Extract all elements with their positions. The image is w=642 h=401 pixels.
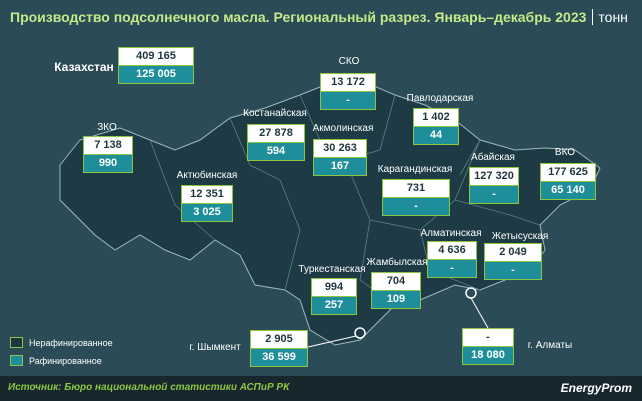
value-box: 704 109 xyxy=(371,272,421,309)
unrefined-value: 7 138 xyxy=(84,137,132,154)
unrefined-value: 177 625 xyxy=(541,164,595,181)
region-name: Казахстан xyxy=(54,60,114,74)
value-box: 409 165 125 005 xyxy=(118,47,194,84)
region-name: Карагандинская xyxy=(377,164,453,175)
region-name: Актюбинская xyxy=(176,170,238,181)
footer: Источник: Бюро национальной статистики А… xyxy=(0,376,642,401)
unrefined-value: 4 636 xyxy=(428,242,476,259)
unrefined-value: 704 xyxy=(372,273,420,290)
title: Производство подсолнечного масла. Регион… xyxy=(10,9,628,25)
legend-label: Нерафинированное xyxy=(29,337,113,348)
region-name: Абайская xyxy=(471,152,515,163)
value-box: 12 351 3 025 xyxy=(181,185,233,222)
region-name: Жетысуская xyxy=(491,231,549,242)
refined-value: 18 080 xyxy=(463,346,513,364)
unrefined-value: 12 351 xyxy=(182,186,232,203)
city-marker xyxy=(354,327,366,339)
refined-value: 3 025 xyxy=(182,203,232,221)
region-borders xyxy=(149,94,541,306)
region-name: Костанайская xyxy=(243,108,307,119)
value-box: 127 320- xyxy=(469,167,519,204)
value-box: 7 138 990 xyxy=(83,136,133,173)
city-marker xyxy=(465,287,477,299)
value-box: 30 263 167 xyxy=(313,139,367,176)
legend-label: Рафинированное xyxy=(29,355,102,366)
refined-value: - xyxy=(428,259,476,277)
refined-value: 125 005 xyxy=(119,65,193,83)
unrefined-value: 1 402 xyxy=(414,109,458,126)
value-box: 1 402 44 xyxy=(413,108,459,145)
source: Источник: Бюро национальной статистики А… xyxy=(8,382,290,393)
region-name: ЗКО xyxy=(97,122,117,133)
region-name: г. Алматы xyxy=(527,340,573,351)
refined-value: - xyxy=(485,261,541,279)
refined-value: - xyxy=(470,185,518,203)
unrefined-value: 409 165 xyxy=(119,48,193,65)
brand: EnergyProm xyxy=(560,381,632,395)
region-name: Туркестанская xyxy=(298,264,366,275)
region-name: Акмолинская xyxy=(312,123,374,134)
refined-value: - xyxy=(321,91,375,109)
region-name: СКО xyxy=(338,56,360,67)
unrefined-value: 2 049 xyxy=(485,244,541,261)
region-name: Жамбылская xyxy=(366,257,428,268)
unrefined-value: 2 905 xyxy=(251,331,307,348)
value-box: 177 625 65 140 xyxy=(540,163,596,200)
refined-value: 44 xyxy=(414,126,458,144)
title-text: Производство подсолнечного масла. Регион… xyxy=(10,9,587,25)
refined-value: - xyxy=(383,197,449,215)
region-name: Павлодарская xyxy=(406,93,474,104)
value-box: 13 172- xyxy=(320,73,376,110)
refined-value: 257 xyxy=(312,296,356,314)
leader-line xyxy=(470,297,489,329)
refined-value: 594 xyxy=(248,142,304,160)
legend-item: Нерафинированное xyxy=(10,337,113,348)
leader-line xyxy=(307,335,357,348)
value-box: 2 905 36 599 xyxy=(250,330,308,367)
refined-value: 36 599 xyxy=(251,348,307,366)
unrefined-value: 127 320 xyxy=(470,168,518,185)
unrefined-value: 13 172 xyxy=(321,74,375,91)
unit: тонн xyxy=(592,9,628,25)
unrefined-value: 731 xyxy=(383,180,449,197)
value-box: 4 636- xyxy=(427,241,477,278)
unrefined-value: 30 263 xyxy=(314,140,366,157)
unrefined-value: 27 878 xyxy=(248,125,304,142)
refined-value: 167 xyxy=(314,157,366,175)
refined-value: 990 xyxy=(84,154,132,172)
refined-value: 65 140 xyxy=(541,181,595,199)
region-name: Алматинская xyxy=(420,228,482,239)
legend-item: Рафинированное xyxy=(10,355,102,366)
value-box: -18 080 xyxy=(462,328,514,365)
value-box: 27 878 594 xyxy=(247,124,305,161)
unrefined-value: - xyxy=(463,329,513,346)
refined-value: 109 xyxy=(372,290,420,308)
region-name: ВКО xyxy=(554,147,576,158)
region-name: г. Шымкент xyxy=(189,342,241,353)
value-box: 2 049- xyxy=(484,243,542,280)
value-box: 994 257 xyxy=(311,278,357,315)
value-box: 731- xyxy=(382,179,450,216)
unrefined-value: 994 xyxy=(312,279,356,296)
